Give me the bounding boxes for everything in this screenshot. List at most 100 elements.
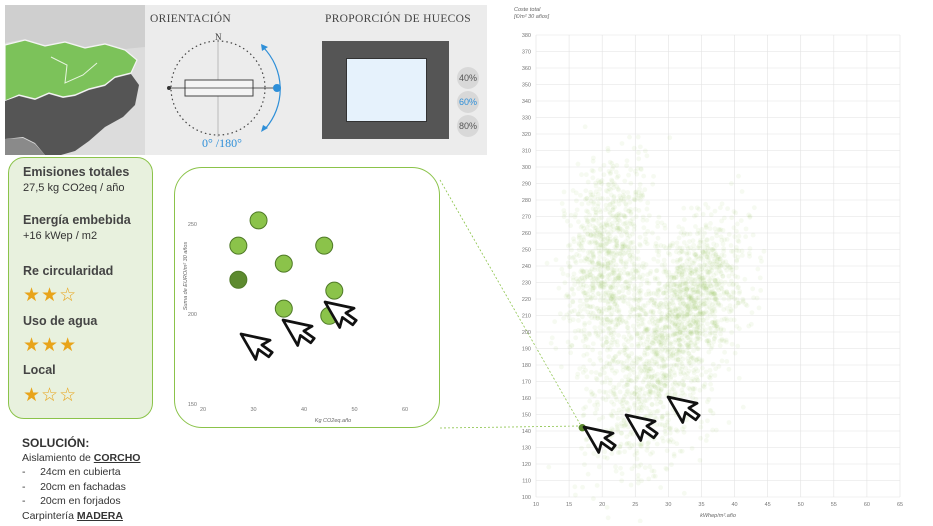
simulation-point — [650, 181, 656, 187]
simulation-point — [685, 356, 691, 361]
simulation-point — [713, 251, 719, 257]
region-map[interactable] — [5, 5, 145, 155]
simulation-point — [676, 337, 682, 343]
simulation-point — [708, 283, 714, 289]
simulation-point — [676, 326, 682, 331]
simulation-point — [664, 362, 670, 368]
simulation-point — [601, 389, 607, 395]
simulation-point — [748, 321, 754, 327]
simulation-point — [618, 256, 624, 262]
simulation-point — [670, 308, 676, 314]
simulation-point — [588, 272, 594, 278]
simulation-point — [684, 417, 689, 423]
simulation-point — [720, 273, 726, 279]
simulation-point — [659, 363, 665, 369]
simulation-point — [651, 473, 656, 479]
simulation-point — [598, 285, 603, 290]
simulation-point — [629, 255, 635, 261]
simulation-point — [599, 336, 605, 342]
simulation-point — [701, 283, 707, 288]
simulation-point — [624, 220, 630, 226]
simulation-point — [644, 327, 649, 332]
simulation-point — [610, 327, 616, 333]
orientation-handle[interactable] — [273, 84, 281, 92]
simulation-point — [677, 330, 683, 336]
simulation-point — [637, 356, 643, 362]
simulation-point — [706, 338, 711, 344]
simulation-point — [549, 335, 555, 341]
simulation-point — [632, 283, 637, 289]
simulation-point — [732, 234, 738, 240]
proportion-option-60[interactable]: 60% — [457, 91, 479, 113]
y-tick-label: 200 — [522, 330, 531, 336]
simulation-point — [652, 351, 658, 357]
simulation-point — [689, 355, 695, 360]
simulation-point — [596, 248, 602, 254]
simulation-point — [608, 312, 614, 318]
simulation-point — [630, 239, 636, 245]
simulation-point — [567, 310, 573, 316]
simulation-point — [655, 224, 661, 229]
simulation-point — [610, 408, 616, 414]
simulation-point — [734, 258, 740, 264]
water-stars: ★★★ — [23, 336, 77, 356]
simulation-point — [578, 328, 584, 334]
simulation-point — [707, 313, 713, 318]
simulation-point — [606, 182, 612, 187]
simulation-point — [707, 375, 713, 381]
simulation-point — [620, 247, 626, 253]
simulation-point — [604, 375, 610, 381]
simulation-point — [696, 359, 702, 365]
simulation-point — [683, 333, 688, 339]
simulation-point — [651, 334, 656, 340]
simulation-point — [654, 359, 660, 365]
simulation-point — [608, 412, 614, 417]
simulation-point — [598, 306, 604, 312]
simulation-point — [709, 330, 715, 336]
simulation-point — [642, 352, 648, 358]
simulation-point — [685, 285, 690, 291]
simulation-point — [616, 307, 622, 313]
simulation-point — [718, 269, 724, 275]
simulation-point — [642, 231, 648, 237]
simulation-point — [676, 335, 682, 341]
simulation-point — [684, 334, 690, 340]
simulation-point — [677, 305, 683, 311]
simulation-point — [631, 364, 637, 369]
simulation-point — [654, 376, 660, 382]
simulation-point — [610, 250, 616, 256]
simulation-point — [620, 244, 626, 250]
simulation-point — [623, 202, 629, 208]
proportion-option-40[interactable]: 40% — [457, 67, 479, 89]
simulation-point — [699, 284, 705, 290]
simulation-point — [694, 377, 700, 383]
simulation-point — [735, 300, 741, 306]
simulation-point — [688, 297, 694, 302]
simulation-point — [634, 360, 640, 365]
simulation-point — [713, 366, 719, 372]
simulation-point — [623, 365, 629, 371]
simulation-point — [598, 233, 604, 238]
solution-point — [249, 211, 268, 230]
simulation-point — [639, 368, 645, 374]
simulation-point — [736, 284, 741, 290]
simulation-point — [620, 415, 626, 420]
simulation-point — [583, 367, 588, 373]
simulation-point — [697, 304, 703, 310]
simulation-point — [582, 228, 588, 234]
simulation-point — [646, 440, 651, 445]
simulation-point — [721, 248, 726, 254]
proportion-option-80[interactable]: 80% — [457, 115, 479, 137]
simulation-point — [604, 289, 610, 295]
simulation-point — [604, 339, 610, 345]
simulation-point — [602, 245, 608, 251]
simulation-point — [670, 243, 675, 249]
solution-point — [325, 281, 344, 300]
simulation-point — [683, 283, 688, 289]
orientation-dial[interactable] — [155, 31, 285, 141]
main-scatter-chart[interactable]: 10 15 20 25 30 35 40 45 50 55 60 651001101201301401… — [500, 3, 930, 523]
simulation-point — [690, 287, 695, 293]
simulation-point — [674, 324, 680, 330]
pointer-cursor-icon — [281, 318, 316, 347]
